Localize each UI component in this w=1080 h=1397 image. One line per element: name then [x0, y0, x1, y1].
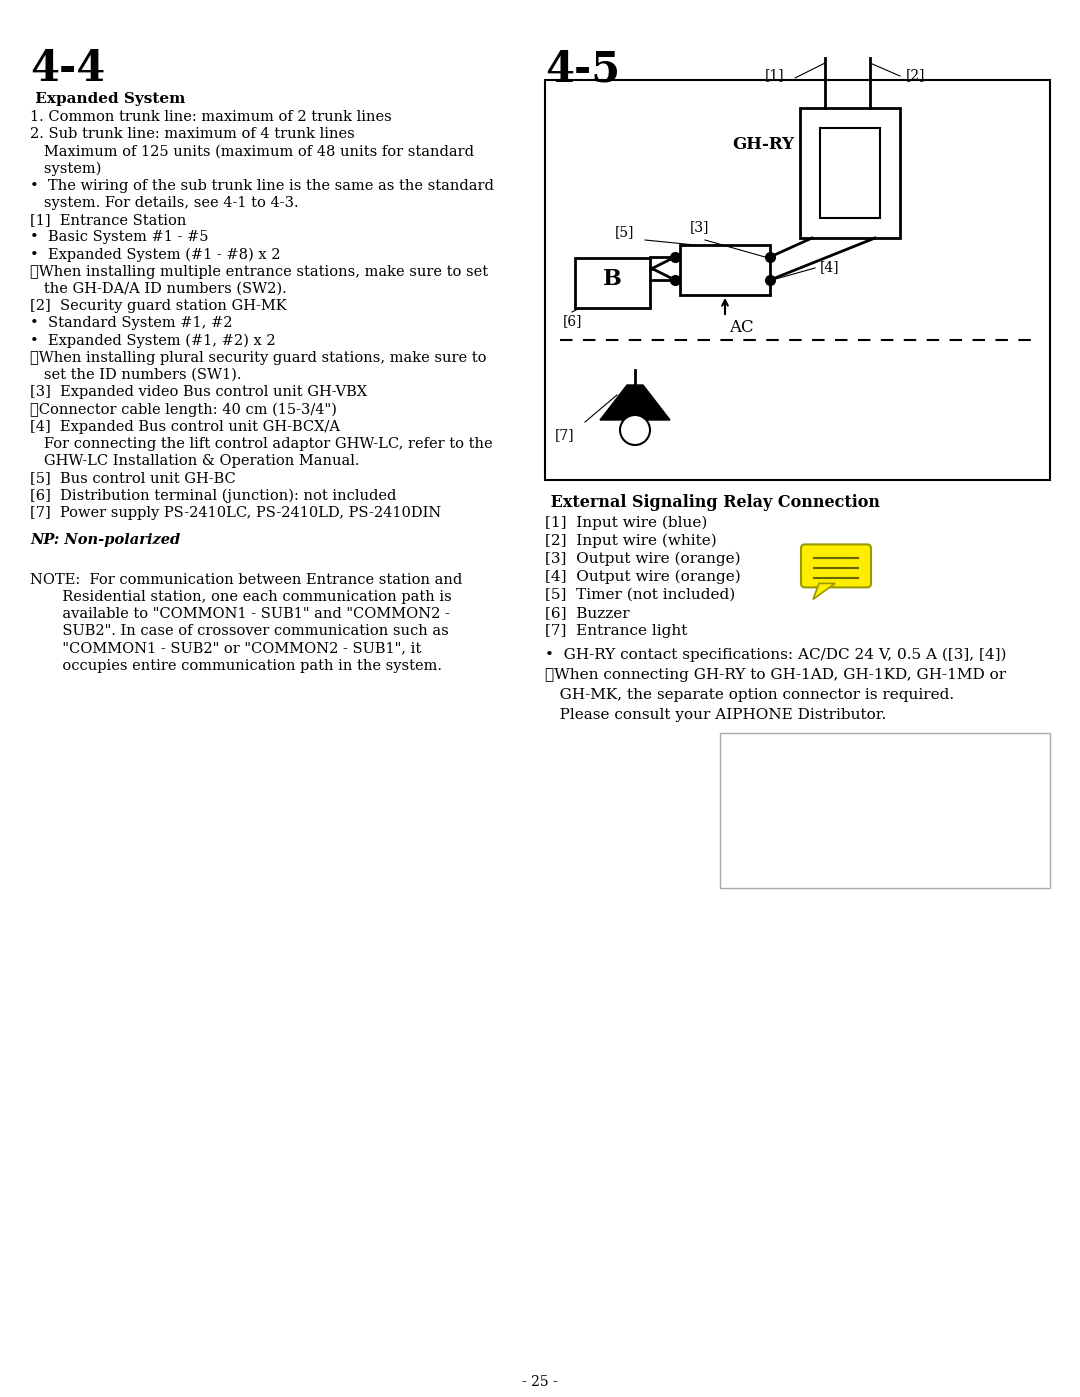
Text: Maximum of 125 units (maximum of 48 units for standard: Maximum of 125 units (maximum of 48 unit… — [30, 144, 474, 158]
Text: [6]  Buzzer: [6] Buzzer — [545, 606, 630, 620]
Text: AC: AC — [729, 319, 754, 337]
Text: [1]  Entrance Station: [1] Entrance Station — [30, 214, 187, 228]
Text: [4]  Expanded Bus control unit GH-BCX/A: [4] Expanded Bus control unit GH-BCX/A — [30, 419, 340, 433]
Text: ⚠When connecting GH-RY to GH-1AD, GH-1KD, GH-1MD or: ⚠When connecting GH-RY to GH-1AD, GH-1KD… — [545, 668, 1007, 682]
Text: 2. Sub trunk line: maximum of 4 trunk lines: 2. Sub trunk line: maximum of 4 trunk li… — [30, 127, 354, 141]
Text: [5]  Timer (not included): [5] Timer (not included) — [545, 588, 735, 602]
Text: •  Standard System #1, #2: • Standard System #1, #2 — [30, 316, 232, 331]
Text: [4]: [4] — [820, 260, 839, 274]
Text: [3]: [3] — [690, 219, 710, 235]
FancyBboxPatch shape — [801, 545, 870, 587]
Text: - 25 -: - 25 - — [522, 1375, 558, 1389]
Text: available to "COMMON1 - SUB1" and "COMMON2 -: available to "COMMON1 - SUB1" and "COMMO… — [30, 608, 450, 622]
Text: system. For details, see 4-1 to 4-3.: system. For details, see 4-1 to 4-3. — [30, 196, 299, 210]
Text: •  Expanded System (#1 - #8) x 2: • Expanded System (#1 - #8) x 2 — [30, 247, 281, 263]
Text: •  Expanded System (#1, #2) x 2: • Expanded System (#1, #2) x 2 — [30, 334, 275, 348]
Text: [1]  Input wire (blue): [1] Input wire (blue) — [545, 515, 707, 531]
Text: •  The wiring of the sub trunk line is the same as the standard: • The wiring of the sub trunk line is th… — [30, 179, 494, 193]
Text: For connecting the lift control adaptor GHW-LC, refer to the: For connecting the lift control adaptor … — [30, 437, 492, 451]
Text: [2]  Security guard station GH-MK: [2] Security guard station GH-MK — [30, 299, 287, 313]
Text: [1]: [1] — [765, 68, 785, 82]
Text: [3]  Output wire (orange): [3] Output wire (orange) — [545, 552, 741, 566]
Circle shape — [620, 415, 650, 446]
Text: ⚠When installing plural security guard stations, make sure to: ⚠When installing plural security guard s… — [30, 351, 486, 365]
Text: •  GH-RY contact specifications: AC/DC 24 V, 0.5 A ([3], [4]): • GH-RY contact specifications: AC/DC 24… — [545, 648, 1007, 662]
Text: [2]  Input wire (white): [2] Input wire (white) — [545, 534, 717, 549]
Text: SUB2". In case of crossover communication such as: SUB2". In case of crossover communicatio… — [30, 624, 449, 638]
Text: [7]  Power supply PS-2410LC, PS-2410LD, PS-2410DIN: [7] Power supply PS-2410LC, PS-2410LD, P… — [30, 506, 442, 520]
Text: Residential station, one each communication path is: Residential station, one each communicat… — [30, 590, 451, 604]
Text: NOTE:  For communication between Entrance station and: NOTE: For communication between Entrance… — [30, 573, 462, 587]
Text: [6]  Distribution terminal (junction): not included: [6] Distribution terminal (junction): no… — [30, 489, 396, 503]
Text: Please consult your AIPHONE Distributor.: Please consult your AIPHONE Distributor. — [545, 708, 887, 722]
Text: [7]  Entrance light: [7] Entrance light — [545, 624, 687, 638]
Text: 4-5: 4-5 — [545, 47, 620, 89]
Text: "COMMON1 - SUB2" or "COMMON2 - SUB1", it: "COMMON1 - SUB2" or "COMMON2 - SUB1", it — [30, 641, 421, 655]
Bar — [800, 108, 900, 237]
Text: set the ID numbers (SW1).: set the ID numbers (SW1). — [30, 367, 242, 381]
Text: [7]: [7] — [555, 427, 575, 441]
Bar — [720, 733, 1050, 888]
Text: [6]: [6] — [563, 314, 582, 328]
Bar — [820, 129, 880, 218]
Text: •  Basic System #1 - #5: • Basic System #1 - #5 — [30, 231, 208, 244]
Polygon shape — [813, 584, 835, 599]
Text: [5]: [5] — [615, 225, 635, 239]
Polygon shape — [600, 386, 670, 420]
Text: GHW-LC Installation & Operation Manual.: GHW-LC Installation & Operation Manual. — [30, 454, 360, 468]
Text: [2]: [2] — [905, 68, 924, 82]
Text: the GH-DA/A ID numbers (SW2).: the GH-DA/A ID numbers (SW2). — [30, 282, 287, 296]
Text: ⚠Connector cable length: 40 cm (15-3/4"): ⚠Connector cable length: 40 cm (15-3/4") — [30, 402, 337, 416]
Bar — [680, 244, 770, 295]
Text: B: B — [603, 268, 622, 291]
Text: 4-4: 4-4 — [30, 47, 105, 89]
Text: [4]  Output wire (orange): [4] Output wire (orange) — [545, 570, 741, 584]
Bar — [545, 80, 1050, 481]
Text: ⚠When installing multiple entrance stations, make sure to set: ⚠When installing multiple entrance stati… — [30, 265, 488, 279]
Text: 1. Common trunk line: maximum of 2 trunk lines: 1. Common trunk line: maximum of 2 trunk… — [30, 110, 392, 124]
Text: GH-RY: GH-RY — [732, 136, 794, 154]
Text: Expanded System: Expanded System — [30, 92, 186, 106]
Text: GH-MK, the separate option connector is required.: GH-MK, the separate option connector is … — [545, 687, 954, 703]
Bar — [575, 258, 650, 307]
Text: system): system) — [30, 162, 102, 176]
Text: [5]  Bus control unit GH-BC: [5] Bus control unit GH-BC — [30, 471, 235, 485]
Text: NP: Non-polarized: NP: Non-polarized — [30, 532, 180, 546]
Text: occupies entire communication path in the system.: occupies entire communication path in th… — [30, 659, 442, 673]
Text: [3]  Expanded video Bus control unit GH-VBX: [3] Expanded video Bus control unit GH-V… — [30, 386, 367, 400]
Text: External Signaling Relay Connection: External Signaling Relay Connection — [545, 495, 880, 511]
